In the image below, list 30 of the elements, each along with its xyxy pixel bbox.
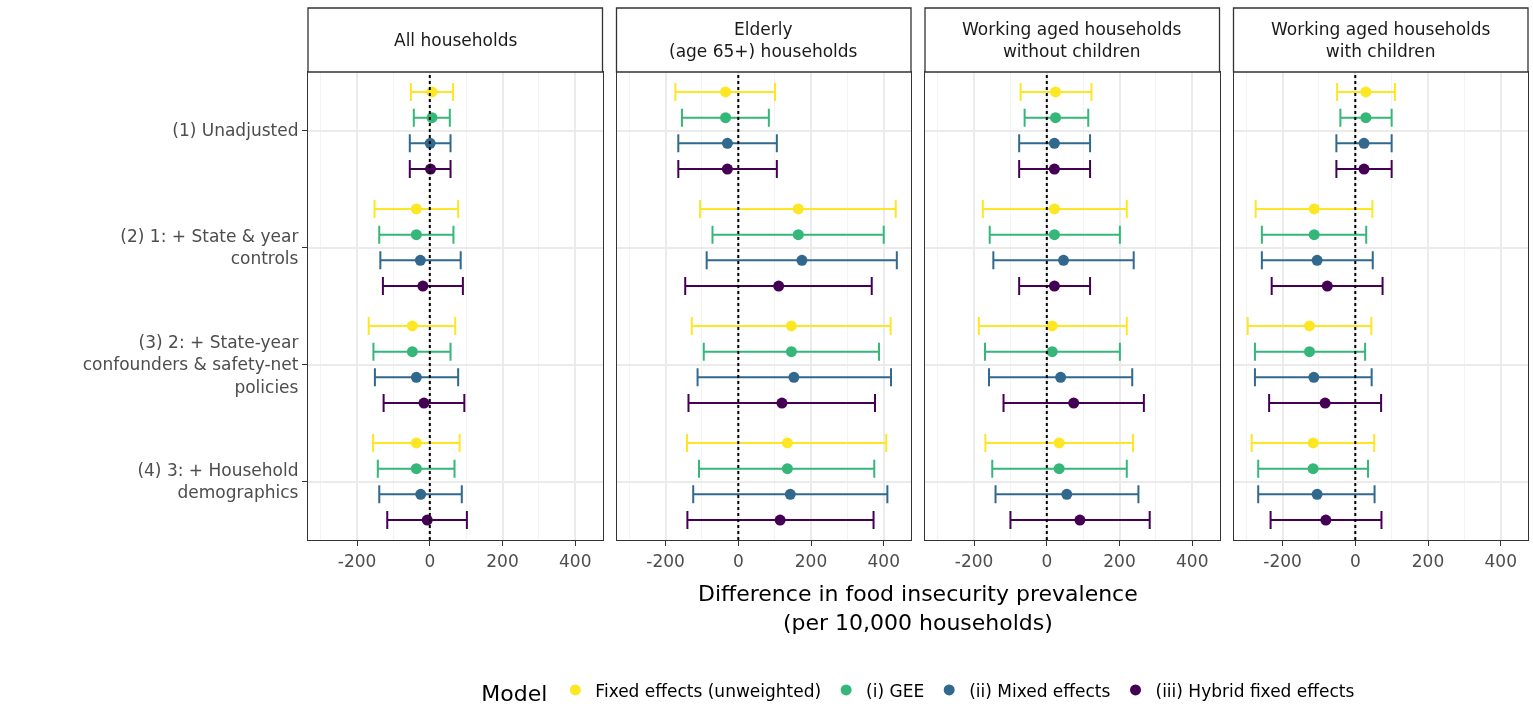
x-tick-label: 400 (559, 550, 592, 571)
legend-label: Fixed effects (unweighted) (595, 680, 822, 701)
legend-label: (ii) Mixed effects (969, 680, 1111, 701)
x-tick-label: 400 (867, 550, 900, 571)
legend-label: (iii) Hybrid fixed effects (1155, 680, 1355, 701)
chart-title: Working aged households without children (962, 19, 1182, 62)
y-tick-label: (2) 1: + State & year controls (120, 226, 299, 269)
x-tick-label: -200 (1263, 550, 1302, 571)
y-tick-label: (4) 3: + Household demographics (137, 460, 299, 503)
x-axis-title: Difference in food insecurity prevalence (per 10,000 households) (698, 581, 1138, 635)
x-tick-label: 200 (1411, 550, 1445, 571)
chart-title: Elderly (age 65+) households (669, 19, 858, 62)
x-tick-label: 400 (1484, 550, 1517, 571)
x-tick-label: 200 (486, 550, 519, 571)
chart-title: All households (394, 30, 518, 50)
y-tick-label: (3) 2: + State-year confounders & safety-net policies (82, 332, 299, 397)
y-tick-label: (1) Unadjusted (172, 120, 299, 141)
x-tick-label: 400 (1176, 550, 1209, 571)
x-tick-label: -200 (337, 550, 377, 571)
x-tick-label: 0 (1041, 550, 1053, 571)
x-tick-label: 200 (794, 550, 828, 571)
x-tick-label: -200 (954, 550, 994, 571)
legend-label: (i) GEE (866, 680, 925, 701)
chart-title: Working aged households with children (1271, 19, 1491, 62)
legend-title: Model (481, 681, 548, 707)
x-tick-label: -200 (646, 550, 685, 571)
x-tick-label: 0 (424, 550, 436, 571)
x-tick-label: 200 (1103, 550, 1136, 571)
x-tick-label: 0 (1349, 550, 1361, 571)
x-tick-label: 0 (732, 550, 744, 571)
